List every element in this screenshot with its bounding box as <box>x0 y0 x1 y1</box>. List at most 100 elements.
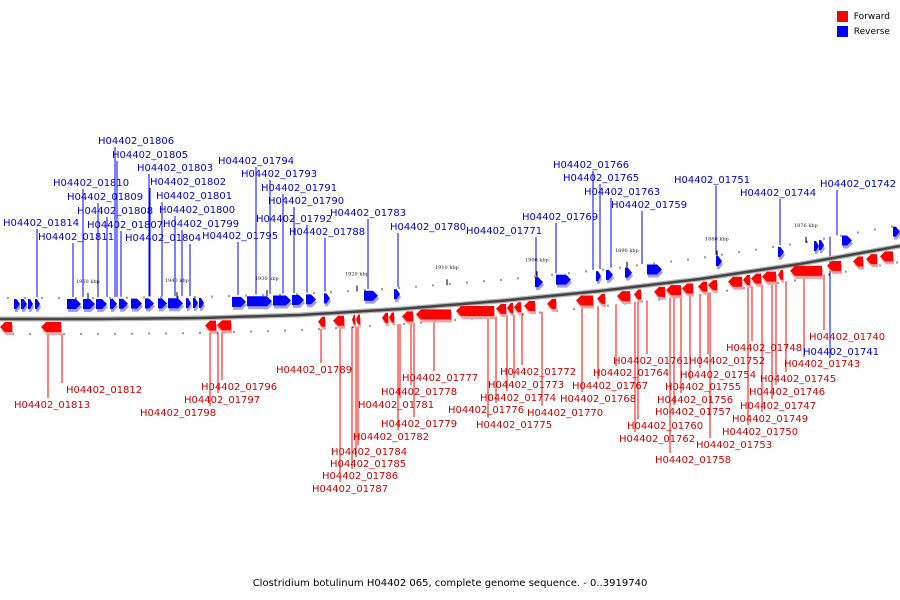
forward-gene-arrow <box>205 320 216 331</box>
forward-gene-arrow <box>416 309 451 320</box>
forward-gene-label: H04402_01779 <box>381 419 457 430</box>
ruler-label: 1920 kbp <box>345 272 369 278</box>
reverse-gene-arrow <box>306 294 316 305</box>
ruler-label: 1930 kbp <box>255 276 279 282</box>
forward-gene-label: H04402_01755 <box>665 382 741 393</box>
forward-gene-arrow <box>853 256 863 267</box>
reverse-gene-arrow <box>186 298 191 309</box>
reverse-gene-arrow <box>394 289 400 300</box>
reverse-gene-arrow <box>324 293 330 304</box>
forward-gene-arrow <box>507 303 513 313</box>
forward-gene-arrow <box>0 322 12 332</box>
reverse-gene-arrow <box>67 299 81 309</box>
forward-gene-arrow <box>708 280 717 291</box>
reverse-gene-label: H04402_01751 <box>674 175 750 186</box>
forward-gene-arrow <box>743 275 750 286</box>
reverse-gene-label: H04402_01783 <box>330 208 406 219</box>
forward-gene-arrow <box>762 271 776 282</box>
forward-gene-arrow <box>778 269 783 280</box>
forward-gene-arrow <box>576 295 593 306</box>
forward-gene-label: H04402_01758 <box>655 455 731 466</box>
label-leader-lines <box>36 147 838 482</box>
forward-gene-arrow <box>790 265 822 276</box>
reverse-gene-arrow <box>21 299 27 309</box>
reverse-gene-label: H04402_01803 <box>137 163 213 174</box>
reverse-gene-label: H04402_01780 <box>390 222 466 233</box>
reverse-gene-arrow <box>168 298 183 309</box>
ruler-label: 1950 kbp <box>76 279 100 285</box>
reverse-gene-arrow <box>625 267 632 278</box>
reverse-gene-arrow <box>199 297 204 308</box>
backbone-line <box>0 244 900 321</box>
reverse-gene-label: H04402_01802 <box>150 177 226 188</box>
forward-gene-arrow <box>496 303 506 314</box>
forward-gene-label: H04402_01776 <box>448 405 524 416</box>
reverse-gene-arrow <box>556 274 571 285</box>
forward-gene-label: H04402_01762 <box>619 434 695 445</box>
forward-gene-label: H04402_01756 <box>657 395 733 406</box>
forward-gene-arrow <box>597 293 605 304</box>
ruler-label: 1890 kbp <box>615 248 639 254</box>
forward-gene-label: H04402_01767 <box>572 381 648 392</box>
reverse-gene-label: H04402_01810 <box>53 178 129 189</box>
legend: Forward Reverse <box>836 9 890 39</box>
forward-gene-label: H04402_01812 <box>66 385 142 396</box>
reverse-gene-label: H04402_01766 <box>553 160 629 171</box>
reverse-gene-arrow <box>158 298 167 309</box>
forward-gene-label: H04402_01786 <box>322 471 398 482</box>
reverse-gene-label: H04402_01771 <box>466 226 542 237</box>
reverse-gene-arrow <box>110 298 117 309</box>
reverse-gene-label: H04402_01769 <box>522 212 598 223</box>
gene-arrows <box>0 226 900 335</box>
reverse-gene-arrow <box>193 298 198 309</box>
forward-gene-arrow <box>728 276 742 287</box>
reverse-gene-label: H04402_01765 <box>563 173 639 184</box>
legend-forward-label: Forward <box>853 11 890 22</box>
reverse-gene-arrow <box>814 241 819 252</box>
forward-gene-label: H04402_01784 <box>331 447 407 458</box>
ruler-ticks: 1950 kbp 1940 kbp 1930 kbp 1920 kbp 1910 kbp… <box>7 223 898 335</box>
reverse-gene-label: H04402_01795 <box>202 231 278 242</box>
forward-gene-label: H04402_01768 <box>560 394 636 405</box>
forward-gene-label: H04402_01740 <box>809 332 885 343</box>
forward-gene-label: H04402_01785 <box>330 459 406 470</box>
reverse-gene-arrow <box>35 299 40 309</box>
forward-gene-arrow <box>617 291 630 302</box>
reverse-gene-arrow <box>647 264 662 275</box>
reverse-gene-label: H04402_01809 <box>67 192 143 203</box>
reverse-gene-arrow <box>596 271 601 282</box>
reverse-gene-arrow <box>364 290 378 301</box>
reverse-gene-arrow <box>819 240 824 251</box>
reverse-gene-arrow <box>14 299 20 309</box>
legend-reverse-label: Reverse <box>853 26 890 37</box>
reverse-gene-label: H04402_01741 <box>803 347 879 358</box>
forward-gene-label: H04402_01753 <box>696 440 772 451</box>
forward-gene-arrow <box>389 312 394 323</box>
forward-gene-arrow <box>634 289 641 300</box>
legend-forward: Forward <box>836 9 890 24</box>
forward-gene-label: H04402_01750 <box>722 427 798 438</box>
forward-gene-label: H04402_01775 <box>476 420 552 431</box>
reverse-gene-arrow <box>83 299 95 309</box>
forward-gene-label: H04402_01782 <box>353 432 429 443</box>
forward-gene-label: H04402_01745 <box>760 374 836 385</box>
forward-gene-arrow <box>333 315 344 326</box>
legend-reverse: Reverse <box>836 24 890 39</box>
ruler-label: 1900 kbp <box>525 257 549 263</box>
reverse-gene-label: H04402_01811 <box>38 232 114 243</box>
reverse-gene-arrow <box>893 226 900 237</box>
forward-gene-arrow <box>402 311 413 322</box>
reverse-gene-arrow <box>131 298 142 309</box>
forward-swatch <box>836 11 848 22</box>
forward-gene-label: H04402_01760 <box>627 421 703 432</box>
reverse-gene-arrow <box>778 246 784 257</box>
forward-gene-label: H04402_01743 <box>784 359 860 370</box>
forward-gene-arrow <box>654 286 665 297</box>
gene-labels: H04402_01806 H04402_01805 H04402_01803 H044… <box>3 136 896 495</box>
forward-gene-label: H04402_01770 <box>527 408 603 419</box>
forward-gene-label: H04402_01781 <box>358 400 434 411</box>
reverse-gene-label: H04402_01801 <box>156 191 232 202</box>
forward-gene-arrow <box>318 316 325 327</box>
reverse-gene-label: H04402_01744 <box>740 188 816 199</box>
